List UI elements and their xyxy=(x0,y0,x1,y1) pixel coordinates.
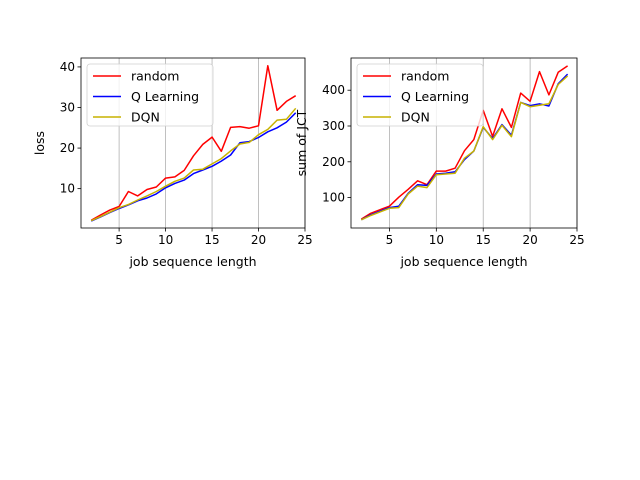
series-line-random xyxy=(360,65,569,220)
legend: random Q Learning DQN xyxy=(86,63,214,127)
legend-box xyxy=(356,63,484,127)
axes-frame xyxy=(80,57,306,229)
x-tick-label: 10 xyxy=(158,233,173,247)
chart-loss: 5 10 15 20 25 10 20 30 40 job sequence length loss… xyxy=(32,57,313,269)
x-tick-label: 15 xyxy=(204,233,219,247)
series-line-q-learning xyxy=(90,112,297,222)
x-tick-label: 20 xyxy=(251,233,266,247)
legend-label: Q Learning xyxy=(131,89,199,104)
x-tick-label: 15 xyxy=(476,233,491,247)
y-tick-label: 300 xyxy=(322,119,345,133)
chart-sum-of-jct: 5 10 15 20 25 100 200 300 400 job sequence length… xyxy=(294,57,585,269)
y-tick-label: 10 xyxy=(60,182,75,196)
legend-label: DQN xyxy=(401,110,430,125)
legend-box xyxy=(86,63,214,127)
y-tick-label: 40 xyxy=(60,60,75,74)
y-axis-label: sum of JCT xyxy=(294,109,309,176)
legend: random Q Learning DQN xyxy=(356,63,484,127)
x-tick-label: 10 xyxy=(429,233,444,247)
x-axis-label: job sequence length xyxy=(128,254,256,269)
x-axis-label: job sequence length xyxy=(399,254,527,269)
legend-label: random xyxy=(401,69,449,84)
y-tick-label: 200 xyxy=(322,155,345,169)
y-tick-label: 400 xyxy=(322,83,345,97)
series-line-random xyxy=(90,64,297,221)
axes-frame xyxy=(350,57,578,229)
legend-label: random xyxy=(131,69,179,84)
x-tick-label: 25 xyxy=(297,233,312,247)
legend-label: Q Learning xyxy=(401,89,469,104)
y-tick-label: 20 xyxy=(60,141,75,155)
legend-label: DQN xyxy=(131,110,160,125)
y-tick-label: 100 xyxy=(322,191,345,205)
series-line-dqn xyxy=(90,107,297,222)
y-tick-label: 30 xyxy=(60,100,75,114)
y-axis-label: loss xyxy=(32,131,47,155)
x-tick-label: 5 xyxy=(115,233,123,247)
x-tick-label: 25 xyxy=(569,233,584,247)
series-line-dqn xyxy=(360,75,569,221)
x-tick-label: 20 xyxy=(522,233,537,247)
x-tick-label: 5 xyxy=(386,233,394,247)
